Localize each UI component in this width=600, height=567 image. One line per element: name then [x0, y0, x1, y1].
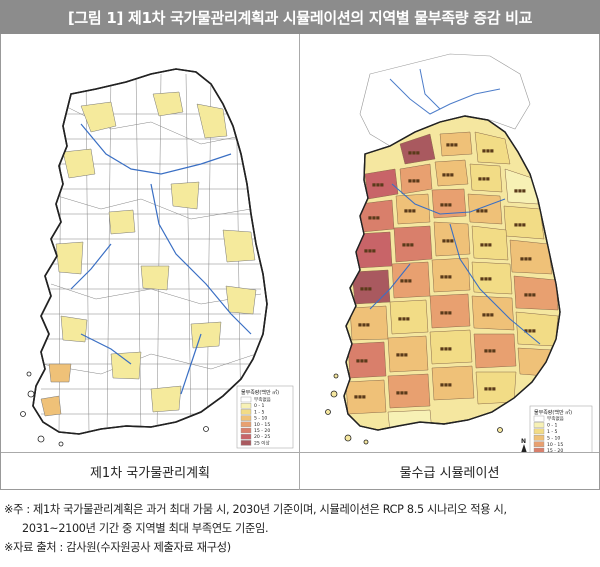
- north-arrow-icon: N: [520, 438, 528, 456]
- left-legend-title: 물부족량(백만 ㎥): [241, 389, 279, 396]
- right-map-panel: ■■■ ■■■ ■■■ ■■■ ■■■ ■■■ ■■■ ■■■ ■■■ ■■■ ■■■ ■■■ …: [300, 34, 599, 471]
- svg-text:■■■: ■■■: [396, 352, 408, 357]
- svg-text:■■■: ■■■: [372, 182, 384, 187]
- svg-text:■■■: ■■■: [408, 150, 420, 155]
- svg-text:■■■: ■■■: [404, 208, 416, 213]
- note-line-3: ※자료 출처 : 감사원(수자원공사 제출자료 재구성): [4, 541, 231, 554]
- legend-title: 물부족량(백만 ㎥): [534, 409, 572, 416]
- svg-text:■■■: ■■■: [440, 346, 452, 351]
- svg-text:■■■: ■■■: [480, 276, 492, 281]
- svg-text:■■■: ■■■: [514, 222, 526, 227]
- legend-label: 15 - 20: [254, 428, 270, 434]
- district-label-texture: ■■■■■■■■■ ■■■■■■■■■ ■■■■■■■■■ ■■■■■■■■■ …: [354, 142, 536, 399]
- legend-label: 10 - 15: [547, 442, 563, 448]
- svg-text:■■■: ■■■: [400, 278, 412, 283]
- svg-text:■■■: ■■■: [360, 286, 372, 291]
- svg-text:■■■: ■■■: [440, 382, 452, 387]
- legend-label: 0 - 1: [547, 423, 558, 429]
- right-map-caption: 물수급 시뮬레이션: [399, 466, 500, 481]
- note-line-2: 2031~2100년 기간 중 지역별 최대 부족연도 기준임.: [22, 522, 269, 535]
- legend-label: 부족없음: [254, 396, 271, 403]
- svg-text:■■■: ■■■: [440, 202, 452, 207]
- svg-text:■■■: ■■■: [368, 215, 380, 220]
- legend-swatch: [533, 428, 545, 435]
- svg-text:■■■: ■■■: [478, 176, 490, 181]
- svg-text:■■■: ■■■: [442, 238, 454, 243]
- svg-text:■■■: ■■■: [440, 310, 452, 315]
- caption-row: 제1차 국가물관리계획 물수급 시뮬레이션: [1, 452, 599, 490]
- legend-label: 1 - 5: [254, 409, 265, 415]
- legend-swatch: [240, 434, 252, 440]
- svg-text:■■■: ■■■: [476, 208, 488, 213]
- legend-swatch: [240, 421, 252, 427]
- legend-label: 25 이상: [254, 439, 271, 446]
- legend-label: 10 - 15: [254, 422, 270, 428]
- north-region-outline: [359, 53, 531, 147]
- svg-text:■■■: ■■■: [440, 274, 452, 279]
- svg-text:■■■: ■■■: [482, 312, 494, 317]
- coastal-islands: [20, 371, 209, 447]
- svg-text:■■■: ■■■: [398, 316, 410, 321]
- svg-text:■■■: ■■■: [446, 142, 458, 147]
- note-line-1: ※주 : 제1차 국가물관리계획은 과거 최대 가뭄 시, 2030년 기준이며…: [4, 503, 507, 516]
- legend-swatch: [240, 403, 252, 409]
- svg-text:■■■: ■■■: [442, 172, 454, 177]
- legend-label: 5 - 10: [547, 435, 560, 441]
- svg-text:■■■: ■■■: [484, 348, 496, 353]
- legend-swatch: [240, 409, 252, 415]
- right-map: ■■■■■■■■■ ■■■■■■■■■ ■■■■■■■■■ ■■■■■■■■■ …: [325, 53, 593, 471]
- svg-text:N: N: [521, 438, 526, 445]
- svg-text:■■■: ■■■: [408, 178, 420, 183]
- svg-text:■■■: ■■■: [358, 322, 370, 327]
- legend-label: 0 - 1: [254, 403, 265, 409]
- svg-text:■■■: ■■■: [514, 188, 526, 193]
- svg-text:■■■: ■■■: [482, 148, 494, 153]
- legend-swatch: [240, 396, 252, 403]
- legend-swatch: [240, 415, 252, 421]
- svg-text:■■■: ■■■: [520, 256, 532, 261]
- legend-label: 20 - 25: [254, 434, 270, 440]
- legend-swatch: [533, 415, 545, 422]
- legend-label: 부족없음: [547, 415, 564, 422]
- legend-swatch: [240, 440, 252, 446]
- svg-text:■■■: ■■■: [396, 390, 408, 395]
- svg-text:■■■: ■■■: [356, 358, 368, 363]
- figure-title: [그림 1] 제1차 국가물관리계획과 시뮬레이션의 지역별 물부족량 증감 비…: [0, 0, 600, 34]
- svg-text:■■■: ■■■: [524, 292, 536, 297]
- left-map-caption: 제1차 국가물관리계획: [1, 453, 300, 490]
- legend-label: 1 - 5: [547, 429, 558, 435]
- svg-text:■■■: ■■■: [364, 248, 376, 253]
- svg-text:■■■: ■■■: [484, 386, 496, 391]
- svg-text:■■■: ■■■: [480, 242, 492, 247]
- legend-swatch: [533, 422, 545, 428]
- legend-label: 15 - 20: [547, 448, 563, 452]
- figure-notes: ※주 : 제1차 국가물관리계획은 과거 최대 가뭄 시, 2030년 기준이며…: [4, 500, 596, 557]
- legend-swatch: [533, 441, 545, 448]
- coastal-islands-right: [325, 373, 503, 445]
- legend-swatch: [240, 427, 252, 434]
- svg-text:■■■: ■■■: [354, 394, 366, 399]
- svg-text:■■■: ■■■: [402, 242, 414, 247]
- legend-swatch: [533, 435, 545, 441]
- legend-label: 5 - 10: [254, 416, 267, 422]
- svg-text:■■■: ■■■: [524, 328, 536, 333]
